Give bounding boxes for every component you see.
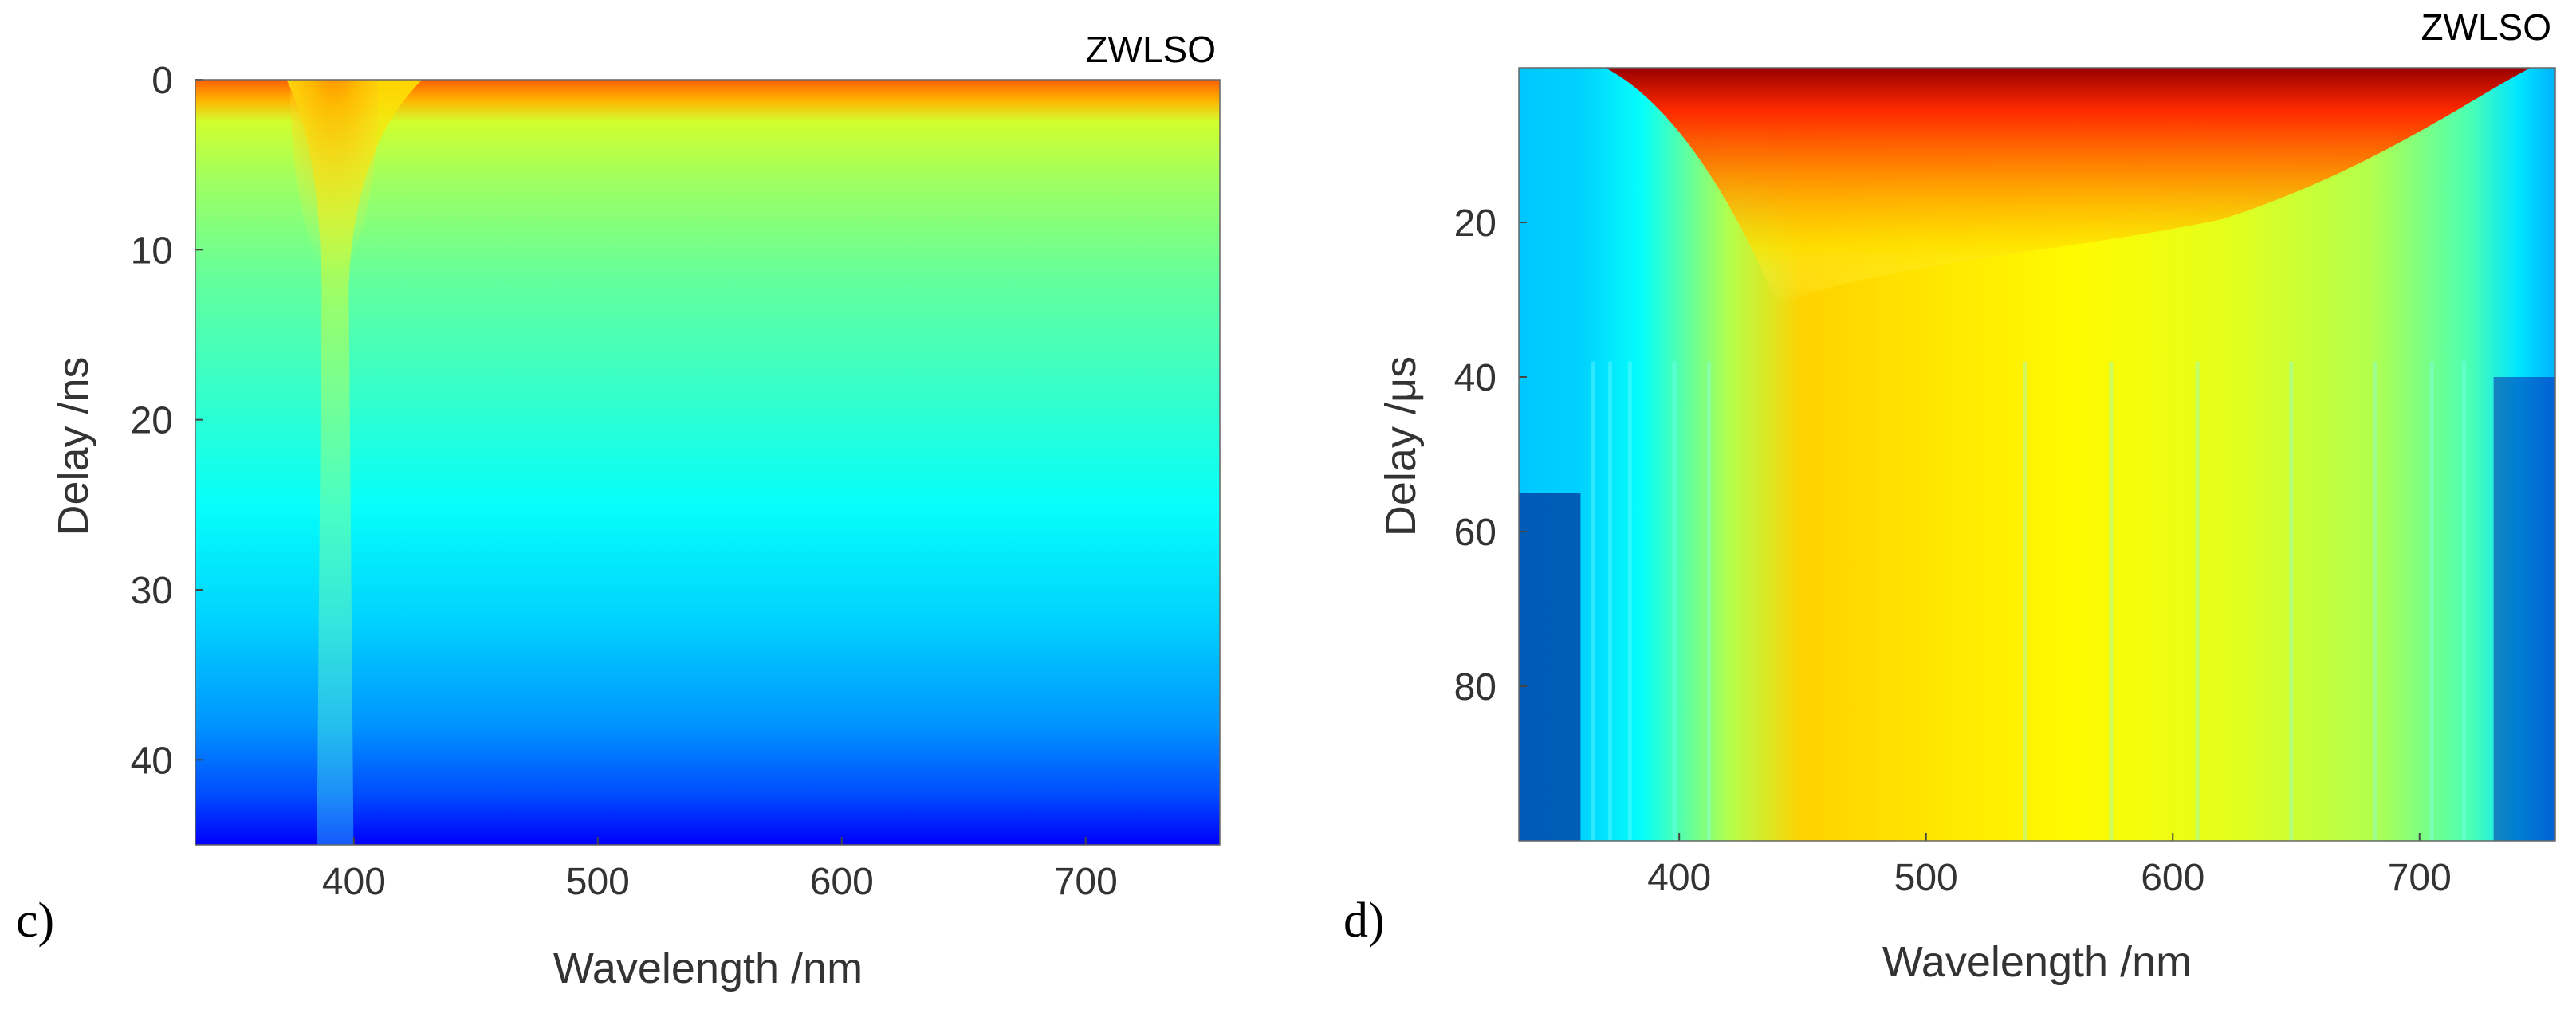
- panel-c-chart: 400 500 600 700 0 10 20 30 40 ZWLSO Wavelength …: [16, 29, 1221, 992]
- panel-d-y-axis-label: Delay /μs: [1377, 356, 1425, 536]
- panel-c-y-tick-label: 10: [131, 230, 173, 272]
- panel-d-x-tick-label: 600: [2141, 857, 2204, 899]
- panel-d-y-tick-label: 60: [1454, 512, 1496, 554]
- panel-c-title: ZWLSO: [1085, 29, 1216, 70]
- panel-c-x-tick-label: 400: [322, 861, 386, 903]
- panel-d-fast-decay-region: [1605, 68, 2531, 307]
- panel-c-label: c): [16, 893, 54, 948]
- panel-d-x-ticks: 400 500 600 700: [1647, 833, 2452, 899]
- panel-c-x-tick-label: 600: [810, 861, 874, 903]
- panel-d-y-ticks: 20 40 60 80: [1454, 202, 1527, 709]
- panel-c-x-tick-label: 500: [566, 861, 630, 903]
- panel-d-title: ZWLSO: [2421, 6, 2551, 48]
- panel-c-y-tick-label: 0: [151, 60, 173, 102]
- panel-c-y-ticks: 0 10 20 30 40: [131, 60, 203, 782]
- panel-c-emission-band: [286, 80, 423, 845]
- panel-c-x-ticks: 400 500 600 700: [322, 837, 1118, 903]
- panel-d-right-edge-shade: [2493, 377, 2555, 841]
- panel-d-x-tick-label: 500: [1894, 857, 1958, 899]
- panel-c-x-tick-label: 700: [1054, 861, 1118, 903]
- panel-c-frame: [195, 79, 1221, 846]
- panel-d-chart: 400 500 600 700 20 40 60 80 ZWLSO Wavelength /…: [1343, 6, 2556, 986]
- panel-c-y-axis-label: Delay /ns: [49, 356, 97, 536]
- panel-c-y-tick-label: 20: [131, 400, 173, 442]
- panel-d-y-tick-label: 20: [1454, 202, 1496, 245]
- panel-d-x-tick-label: 700: [2388, 857, 2452, 899]
- panel-c-peak: [290, 80, 379, 273]
- panel-c-y-tick-label: 30: [131, 570, 173, 612]
- panel-d-x-axis-label: Wavelength /nm: [1882, 938, 2192, 986]
- panel-c-y-tick-label: 40: [131, 740, 173, 782]
- panel-c-x-axis-label: Wavelength /nm: [553, 944, 863, 992]
- panel-d-noise-streaks: [1519, 361, 2555, 841]
- panel-d-y-tick-label: 40: [1454, 357, 1496, 399]
- panel-d-label: d): [1343, 893, 1385, 948]
- panel-d-left-edge-shade: [1519, 493, 1581, 841]
- panel-d-frame: [1518, 67, 2556, 842]
- panel-d-y-tick-label: 80: [1454, 666, 1496, 709]
- panel-d-x-tick-label: 400: [1647, 857, 1711, 899]
